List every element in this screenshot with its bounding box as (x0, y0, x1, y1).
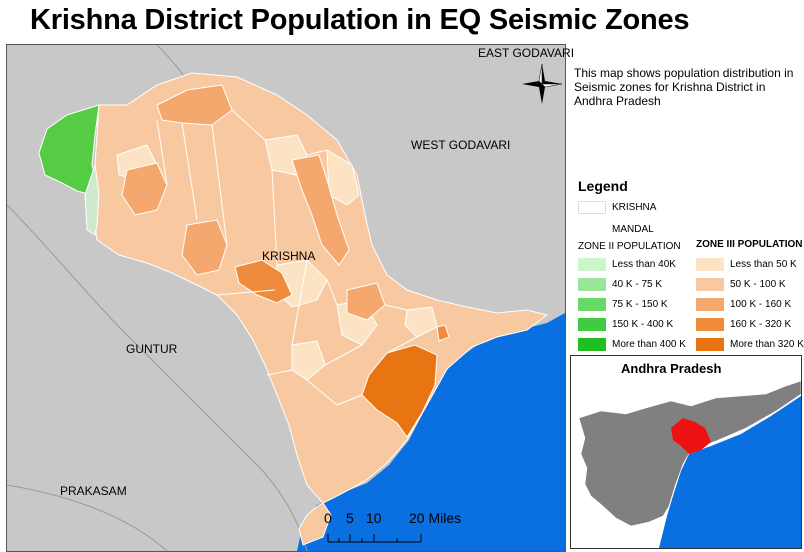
mandal (291, 154, 350, 266)
mandal (234, 259, 293, 304)
legend-zone3-label: More than 320 K (730, 339, 804, 350)
mandal (181, 219, 228, 276)
legend-zone2-label: More than 400 K (612, 339, 686, 350)
mandal (346, 282, 386, 321)
legend-title: Legend (578, 178, 628, 194)
legend-zone3-label: 100 K - 160 K (730, 299, 792, 310)
label-west-godavari: WEST GODAVARI (411, 138, 511, 152)
mandal (404, 306, 438, 338)
map-title: Krishna District Population in EQ Seismi… (30, 4, 690, 36)
legend-zone3-label: 160 K - 320 K (730, 319, 792, 330)
legend-zone3-swatch (696, 278, 724, 291)
legend-zone2-label: 75 K - 150 K (612, 299, 668, 310)
scale-label: 5 (346, 510, 354, 526)
inset-canvas (571, 356, 801, 548)
main-map[interactable] (6, 44, 566, 552)
inset-title: Andhra Pradesh (621, 361, 722, 376)
mandal (436, 324, 450, 342)
legend-krishna-swatch (578, 201, 606, 214)
mandal (361, 344, 438, 438)
bay-of-bengal (297, 313, 565, 551)
legend-zone2-swatch (578, 278, 606, 291)
legend-zone2-swatch (578, 318, 606, 331)
legend-zone3-swatch (696, 258, 724, 271)
legend-mandal-label: MANDAL (612, 224, 654, 235)
krishna-district (91, 72, 549, 546)
river-line (7, 204, 308, 551)
scale-label: 10 (366, 510, 382, 526)
legend-zone2-swatch (578, 298, 606, 311)
legend-zone2-label: Less than 40K (612, 259, 676, 270)
zone2-mandal (84, 164, 100, 236)
map-description: This map shows population distribution i… (574, 66, 794, 108)
inset-sea (659, 396, 801, 548)
legend-zone3-swatch (696, 298, 724, 311)
mandal-boundary (156, 109, 418, 406)
legend-zone2-swatch (578, 338, 606, 351)
scale-label: 0 (324, 510, 332, 526)
scale-ticks (327, 534, 422, 543)
scale-label: 20 Miles (409, 510, 462, 526)
mandal (121, 162, 168, 216)
label-prakasam: PRAKASAM (60, 484, 127, 498)
legend-zone3-swatch (696, 318, 724, 331)
legend-krishna-label: KRISHNA (612, 202, 657, 213)
mandal (156, 84, 233, 126)
legend-zone3-label: Less than 50 K (730, 259, 797, 270)
legend-zone2-label: 40 K - 75 K (612, 279, 663, 290)
zone2-mandal (38, 104, 100, 196)
map-canvas (7, 45, 565, 551)
legend-zone3-title: ZONE III POPULATION (696, 239, 803, 250)
river-line (7, 484, 168, 551)
krishna-highlight (671, 418, 711, 454)
legend-zone2-label: 150 K - 400 K (612, 319, 674, 330)
legend-zone2-swatch (578, 258, 606, 271)
label-east-godavari: EAST GODAVARI (478, 46, 575, 60)
north-arrow-icon (522, 63, 563, 104)
legend-zone2-title: ZONE II POPULATION (578, 241, 681, 252)
legend-zone3-label: 50 K - 100 K (730, 279, 786, 290)
label-guntur: GUNTUR (126, 342, 178, 356)
legend-zone3-swatch (696, 338, 724, 351)
label-krishna: KRISHNA (262, 249, 316, 263)
inset-map[interactable]: Andhra Pradesh (570, 355, 802, 549)
mandal (291, 340, 326, 381)
